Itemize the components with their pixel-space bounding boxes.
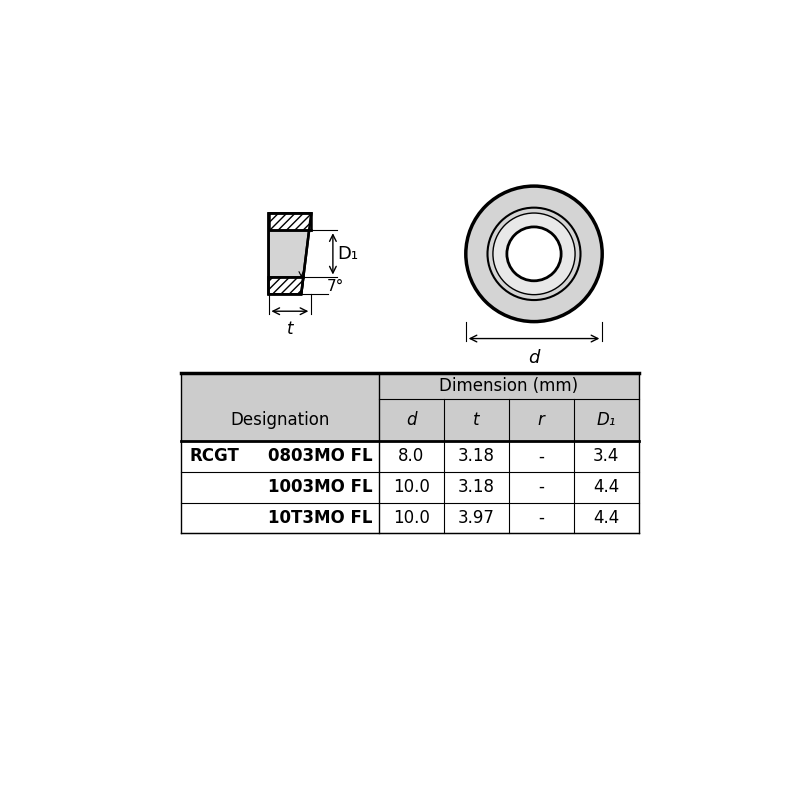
Bar [182, 502, 638, 534]
Text: t: t [473, 410, 480, 429]
Text: r: r [538, 410, 545, 429]
Text: D₁: D₁ [338, 245, 358, 263]
Bar [182, 441, 638, 472]
Text: d: d [528, 350, 540, 367]
Text: 0803MO FL: 0803MO FL [268, 447, 373, 466]
Text: -: - [538, 509, 544, 527]
Polygon shape [269, 214, 311, 294]
Text: 1003MO FL: 1003MO FL [268, 478, 373, 496]
Text: 10.0: 10.0 [393, 509, 430, 527]
Polygon shape [269, 278, 303, 294]
Text: D₁: D₁ [597, 410, 616, 429]
Text: t: t [286, 321, 293, 338]
Bar [182, 472, 638, 502]
Circle shape [507, 227, 561, 281]
Text: 3.97: 3.97 [458, 509, 494, 527]
Text: 10T3MO FL: 10T3MO FL [268, 509, 373, 527]
Text: RCGT: RCGT [189, 447, 239, 466]
Bar [182, 398, 638, 441]
Text: Designation: Designation [230, 410, 330, 429]
Text: 3.4: 3.4 [593, 447, 619, 466]
Text: 10.0: 10.0 [393, 478, 430, 496]
Text: -: - [538, 447, 544, 466]
Text: 7°: 7° [326, 279, 344, 294]
Text: Dimension (mm): Dimension (mm) [439, 377, 578, 395]
Polygon shape [269, 214, 311, 230]
Text: d: d [406, 410, 417, 429]
Text: -: - [538, 478, 544, 496]
Circle shape [493, 213, 575, 294]
Bar [182, 373, 638, 398]
Text: 4.4: 4.4 [593, 509, 619, 527]
Circle shape [487, 208, 581, 300]
Text: 3.18: 3.18 [458, 447, 495, 466]
Text: 8.0: 8.0 [398, 447, 425, 466]
Text: 3.18: 3.18 [458, 478, 495, 496]
Circle shape [466, 186, 602, 322]
Text: 4.4: 4.4 [593, 478, 619, 496]
